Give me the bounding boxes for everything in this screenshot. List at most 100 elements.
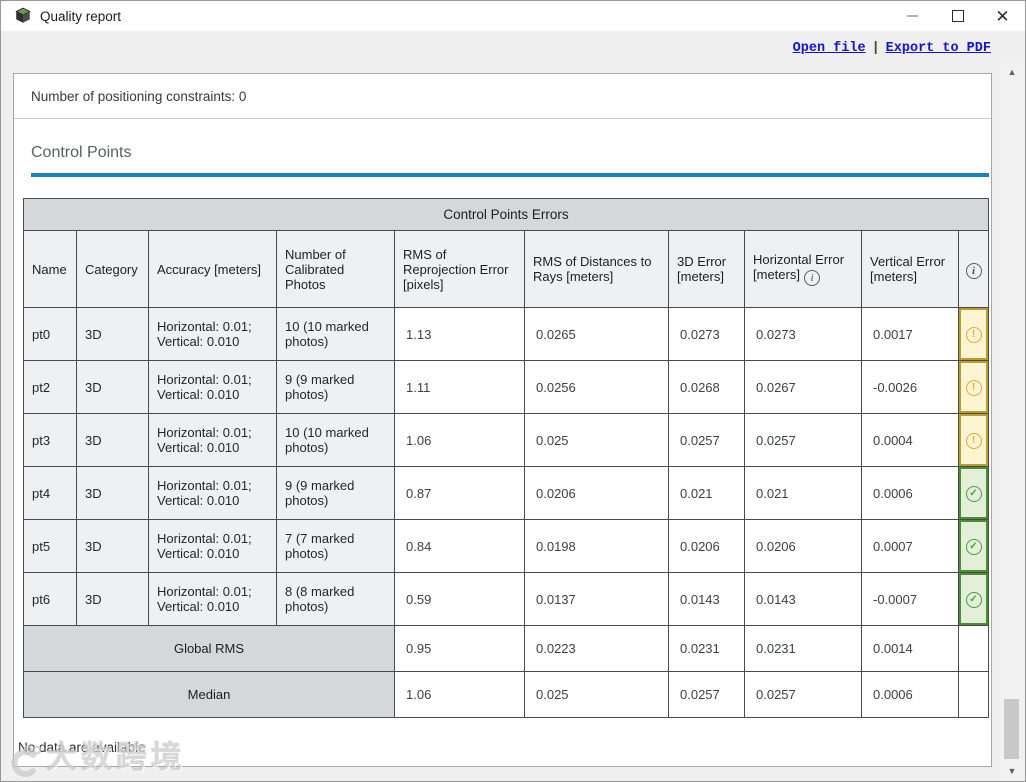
warning-icon: !	[965, 433, 982, 449]
cell-rms_reprojection: 1.06	[394, 413, 525, 467]
table-band-row: Control Points Errors	[22, 198, 990, 231]
cell-error_vertical: 0.0006	[861, 466, 959, 520]
cell-rms_reprojection: 0.59	[394, 572, 525, 626]
table-row: pt2 3D Horizontal: 0.01; Vertical: 0.010 9 …	[23, 360, 990, 414]
check-icon: ✓	[965, 539, 982, 555]
col-vertical-error: Vertical Error [meters]	[861, 230, 959, 308]
close-button[interactable]: ✕	[980, 1, 1025, 31]
cell-category: 3D	[76, 307, 149, 361]
export-pdf-link[interactable]: Export to PDF	[885, 41, 991, 56]
cell-rms_reprojection: 1.11	[394, 360, 525, 414]
cell-error_3d: 0.0257	[668, 413, 745, 467]
scrollbar-thumb[interactable]	[1004, 699, 1019, 759]
positioning-constraints-text: Number of positioning constraints: 0	[14, 74, 991, 119]
table-header-row: Name Category Accuracy [meters] Number o…	[23, 230, 990, 308]
cell-accuracy: Horizontal: 0.01; Vertical: 0.010	[148, 519, 277, 573]
summary-row: Global RMS 0.95 0.0223 0.0231 0.0231 0.0014	[23, 625, 990, 672]
cell-name: pt4	[23, 466, 77, 520]
cell-error_horizontal: 0.0206	[744, 519, 862, 573]
cell-error_3d: 0.0268	[668, 360, 745, 414]
col-name: Name	[23, 230, 77, 308]
cell-error_horizontal: 0.021	[744, 466, 862, 520]
cell-rms_distances: 0.0137	[524, 572, 669, 626]
control-points-body: pt0 3D Horizontal: 0.01; Vertical: 0.010 10…	[23, 307, 990, 718]
empty-status-cell	[957, 625, 990, 672]
cell-category: 3D	[76, 572, 149, 626]
cell-accuracy: Horizontal: 0.01; Vertical: 0.010	[148, 307, 277, 361]
cell-rms_distances: 0.0198	[524, 519, 669, 573]
col-rms-reprojection: RMS of Reprojection Error [pixels]	[394, 230, 525, 308]
links-row: Open file | Export to PDF	[793, 41, 991, 56]
maximize-button[interactable]	[935, 1, 980, 31]
cell-rms_reprojection: 1.13	[394, 307, 525, 361]
col-horizontal-error-label: Horizontal Error [meters]	[753, 252, 845, 282]
cell-error_horizontal: 0.0267	[744, 360, 862, 414]
cell-rms_reprojection: 1.06	[394, 671, 525, 718]
open-file-link[interactable]: Open file	[792, 41, 866, 56]
cell-error_3d: 0.0231	[668, 625, 745, 672]
info-icon[interactable]: i	[965, 262, 982, 279]
cell-error_3d: 0.0257	[668, 671, 745, 718]
cell-rms_distances: 0.025	[524, 413, 669, 467]
cell-error_vertical: 0.0007	[861, 519, 959, 573]
empty-status-cell	[957, 671, 990, 718]
scrollbar-up-icon[interactable]: ▲	[1007, 67, 1017, 77]
warning-status-cell: !	[957, 360, 990, 414]
cell-error_vertical: 0.0017	[861, 307, 959, 361]
link-separator: |	[871, 41, 880, 56]
cell-rms_distances: 0.0256	[524, 360, 669, 414]
cell-error_vertical: 0.0014	[861, 625, 959, 672]
cell-photos: 10 (10 marked photos)	[276, 413, 395, 467]
cell-photos: 9 (9 marked photos)	[276, 466, 395, 520]
summary-row: Median 1.06 0.025 0.0257 0.0257 0.0006	[23, 671, 990, 718]
warning-icon: !	[965, 380, 982, 396]
cell-error_3d: 0.0273	[668, 307, 745, 361]
cell-error_3d: 0.0206	[668, 519, 745, 573]
cell-accuracy: Horizontal: 0.01; Vertical: 0.010	[148, 413, 277, 467]
cell-error_vertical: 0.0006	[861, 671, 959, 718]
cell-name: pt2	[23, 360, 77, 414]
col-calibrated-photos: Number of Calibrated Photos	[276, 230, 395, 308]
cell-rms_reprojection: 0.87	[394, 466, 525, 520]
cell-photos: 10 (10 marked photos)	[276, 307, 395, 361]
warning-icon: !	[965, 327, 982, 343]
table-row: pt0 3D Horizontal: 0.01; Vertical: 0.010 10…	[23, 307, 990, 361]
ok-status-cell: ✓	[957, 572, 990, 626]
close-icon: ✕	[995, 6, 1010, 26]
table-row: pt3 3D Horizontal: 0.01; Vertical: 0.010 10…	[23, 413, 990, 467]
cell-name: pt6	[23, 572, 77, 626]
ok-status-cell: ✓	[957, 519, 990, 573]
cell-rms_distances: 0.025	[524, 671, 669, 718]
cell-category: 3D	[76, 466, 149, 520]
table-row: pt5 3D Horizontal: 0.01; Vertical: 0.010 7 …	[23, 519, 990, 573]
col-3d-error: 3D Error [meters]	[668, 230, 745, 308]
check-icon: ✓	[965, 486, 982, 502]
summary-label: Median	[23, 671, 395, 718]
cell-error_horizontal: 0.0231	[744, 625, 862, 672]
info-icon[interactable]: i	[803, 270, 820, 286]
cell-rms_reprojection: 0.95	[394, 625, 525, 672]
cell-error_3d: 0.021	[668, 466, 745, 520]
no-data-note: No data are available	[18, 740, 146, 755]
table-row: pt6 3D Horizontal: 0.01; Vertical: 0.010 8 …	[23, 572, 990, 626]
cell-category: 3D	[76, 519, 149, 573]
title-bar: Quality report ✕	[1, 1, 1025, 31]
minimize-button[interactable]	[890, 1, 935, 31]
control-points-table: Control Points Errors Name Category Accu…	[22, 198, 990, 718]
col-status: i	[957, 230, 990, 308]
section-title-control-points: Control Points	[31, 144, 132, 161]
cell-error_vertical: -0.0007	[861, 572, 959, 626]
cube-icon	[15, 7, 31, 23]
summary-label: Global RMS	[23, 625, 395, 672]
vertical-scrollbar[interactable]: ▲ ▼	[1000, 62, 1024, 781]
table-row: pt4 3D Horizontal: 0.01; Vertical: 0.010 9 …	[23, 466, 990, 520]
cell-rms_distances: 0.0223	[524, 625, 669, 672]
cell-rms_distances: 0.0206	[524, 466, 669, 520]
cell-photos: 8 (8 marked photos)	[276, 572, 395, 626]
cell-category: 3D	[76, 360, 149, 414]
cell-category: 3D	[76, 413, 149, 467]
scrollbar-down-icon[interactable]: ▼	[1007, 766, 1017, 776]
col-horizontal-error: Horizontal Error [meters] i	[744, 230, 862, 308]
cell-error_vertical: -0.0026	[861, 360, 959, 414]
